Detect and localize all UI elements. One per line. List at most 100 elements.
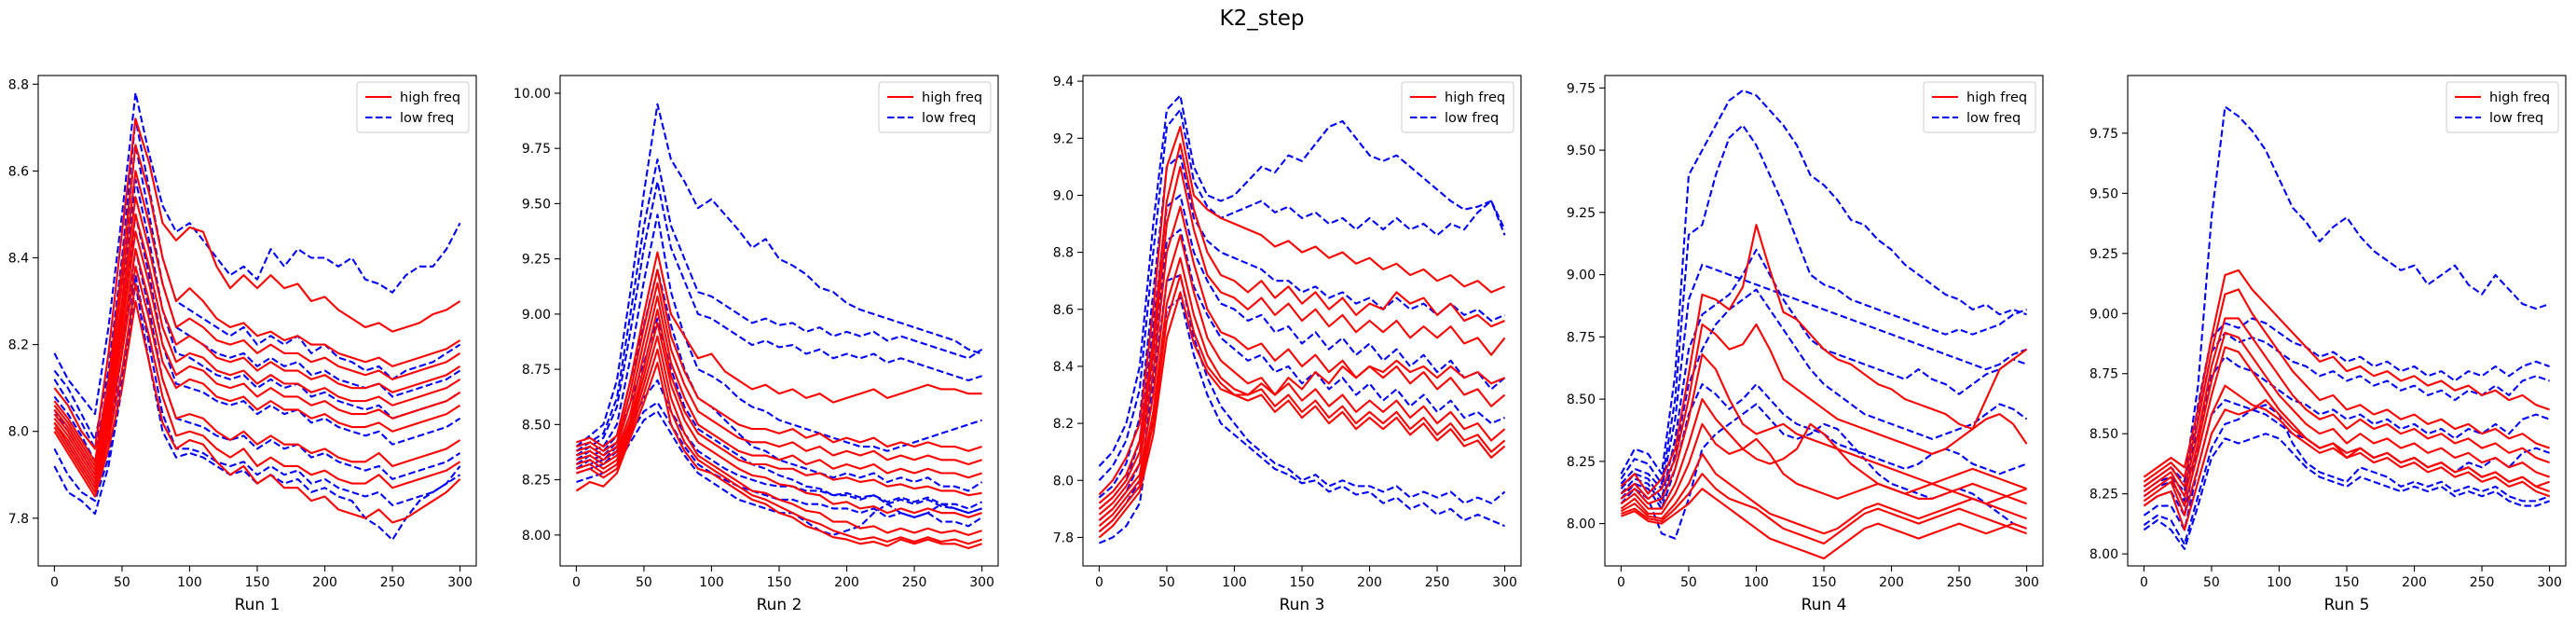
high-freq-series-line-9: [53, 282, 461, 493]
legend-low-freq-label: low freq: [922, 111, 976, 126]
high-freq-series-line-6: [1620, 452, 2027, 535]
high-freq-series-line-9: [575, 361, 982, 550]
high-freq-series-line-1: [1620, 224, 2028, 495]
y-tick-label: 8.25: [522, 474, 551, 489]
high-freq-series-line-3: [53, 170, 461, 467]
y-tick-label: 9.75: [2090, 127, 2118, 142]
low-freq-series-line-1: [2143, 105, 2550, 488]
high-freq-series-line-2: [1098, 143, 1505, 504]
panels: 0 50 100 150 200 250 300 7.8 8.0 8.2 8.4 8.6 8.8 Run …: [8, 75, 2567, 614]
y-tick-label: 8.4: [8, 252, 29, 267]
y-tick-label: 9.00: [522, 308, 551, 323]
y-tick-label: 9.25: [1567, 206, 1596, 221]
series-lines: [2143, 105, 2550, 551]
y-tick-label: 7.8: [1053, 530, 1074, 545]
high-freq-series-line-7: [2143, 399, 2550, 531]
low-freq-series-line-2: [1098, 108, 1506, 481]
y-tick-label: 8.50: [2090, 427, 2118, 442]
low-freq-series-line-2: [575, 158, 983, 452]
low-freq-series-line-5: [1620, 288, 2028, 505]
high-freq-series-line-1: [576, 251, 982, 448]
series-lines: [1098, 94, 1506, 544]
y-tick-label: 9.50: [1567, 144, 1596, 158]
low-freq-series-line-7: [2143, 433, 2550, 551]
y-tick-label: 8.2: [1053, 417, 1074, 432]
x-axis-label: Run 5: [2324, 596, 2370, 614]
x-tick-label: 150: [1812, 575, 1837, 590]
y-tick-label: 8.2: [8, 338, 29, 353]
high-freq-series-line-7: [1098, 274, 1506, 533]
y-tick-label: 8.6: [8, 164, 29, 179]
x-tick-label: 300: [2014, 575, 2039, 590]
y-tick-label: 8.8: [1053, 246, 1074, 261]
high-freq-series-line-4: [53, 196, 461, 472]
y-tick-label: 8.00: [522, 529, 551, 544]
legend-box: [878, 81, 992, 133]
low-freq-series-line-4: [575, 214, 982, 462]
x-axis-label: Run 2: [757, 596, 802, 614]
high-freq-series-line-3: [2143, 317, 2550, 488]
y-tick-label: 7.8: [8, 512, 29, 527]
low-freq-series-line-5: [1098, 228, 1505, 521]
y-tick-label: 8.0: [1053, 474, 1074, 489]
legend-high-freq-label: high freq: [1445, 90, 1505, 105]
x-tick-label: 150: [1290, 575, 1315, 590]
y-tick-label: 8.00: [1567, 517, 1596, 532]
high-freq-series-line-3: [1620, 352, 2027, 505]
chart-panel-4: 0 50 100 150 200 250 300 8.00 8.25 8.50 8.75 9.00 9.…: [1567, 75, 2044, 614]
chart-panel-5: 0 50 100 150 200 250 300 8.00 8.25 8.50 8.75 9.00 9.…: [2090, 75, 2567, 614]
y-tick-label: 8.8: [8, 77, 29, 92]
legend: high freq low freq: [1401, 81, 1514, 133]
high-freq-series-line-1: [53, 117, 461, 450]
y-tick-label: 8.0: [8, 425, 29, 440]
x-tick-label: 100: [2267, 575, 2292, 590]
high-freq-series-line-5: [1098, 234, 1506, 521]
series-lines: [575, 103, 983, 550]
legend-box: [2446, 81, 2559, 133]
y-tick-label: 9.4: [1053, 75, 1074, 90]
series-lines: [1620, 89, 2028, 560]
low-freq-series-line-4: [2143, 355, 2550, 517]
high-freq-series-line-5: [1620, 422, 2027, 515]
x-tick-label: 50: [114, 575, 130, 590]
high-freq-series-line-2: [53, 144, 461, 463]
chart-panel-1: 0 50 100 150 200 250 300 7.8 8.0 8.2 8.4 8.6 8.8 Run …: [8, 75, 477, 614]
low-freq-series-line-6: [2143, 404, 2550, 545]
low-freq-series-line-6: [53, 248, 461, 489]
x-tick-label: 300: [969, 575, 994, 590]
legend-box: [1923, 81, 2036, 133]
high-freq-series-line-8: [53, 265, 461, 489]
low-freq-series-line-1: [1098, 94, 1506, 467]
low-freq-series-line-6: [575, 317, 983, 510]
high-freq-series-line-1: [2143, 269, 2550, 478]
x-tick-label: 50: [1158, 575, 1175, 590]
x-tick-label: 200: [2402, 575, 2427, 590]
legend-high-freq-label: high freq: [1966, 90, 2027, 105]
legend: high freq low freq: [1923, 81, 2036, 133]
high-freq-series-line-6: [576, 322, 982, 518]
high-freq-series-line-10: [53, 299, 461, 524]
y-tick-label: 10.00: [514, 87, 551, 102]
chart-panel-3: 0 50 100 150 200 250 300 7.8 8.0 8.2 8.4 8.6 8.8 9.0 9…: [1053, 75, 1522, 614]
high-freq-series-line-2: [2143, 288, 2550, 483]
high-freq-series-line-6: [2143, 384, 2550, 517]
high-freq-series-line-5: [53, 213, 461, 476]
series-lines: [53, 91, 461, 542]
high-freq-series-line-7: [1621, 473, 2027, 545]
x-tick-label: 200: [1357, 575, 1382, 590]
low-freq-series-line-3: [53, 144, 461, 450]
legend-high-freq-label: high freq: [400, 90, 460, 105]
high-freq-series-line-8: [1621, 488, 2027, 560]
x-tick-label: 0: [50, 575, 59, 590]
high-freq-series-line-3: [576, 282, 982, 466]
x-axis-label: Run 4: [1802, 596, 1847, 614]
y-tick-label: 8.75: [522, 363, 551, 378]
low-freq-series-line-4: [1098, 194, 1506, 510]
low-freq-series-line-7: [53, 274, 461, 506]
high-freq-series-line-4: [1098, 205, 1506, 516]
y-tick-label: 8.25: [1567, 455, 1596, 470]
y-tick-label: 8.50: [1567, 393, 1596, 407]
high-freq-series-line-8: [576, 348, 982, 545]
legend-low-freq-label: low freq: [2489, 111, 2543, 126]
legend-low-freq-label: low freq: [400, 111, 454, 126]
